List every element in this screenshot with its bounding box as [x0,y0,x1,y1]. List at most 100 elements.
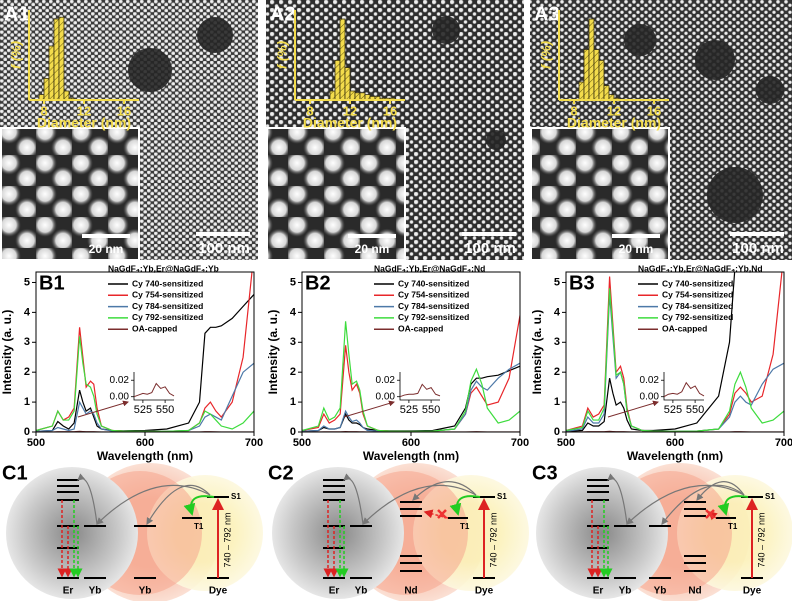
y-tick-label: 5 [290,276,296,288]
hist-bar [53,18,60,101]
inset-y-tick-label: 0.02 [640,375,660,386]
triplet-label: T1 [728,522,738,531]
ion-label: Yb [654,586,667,597]
singlet-label: S1 [231,492,241,501]
panel-label: C1 [2,462,28,484]
inset-x-tick-label: 550 [686,404,704,416]
hist-bar [349,90,356,101]
inset-line [399,383,441,398]
ion-label: Yb [619,586,632,597]
legend-label: Cy 792-sensitized [398,312,469,322]
x-tick-label: 16 [647,103,661,118]
x-tick-label: 700 [245,437,263,449]
inset-line [663,381,705,398]
y-tick-label: 0 [24,426,30,438]
isc-arrow [717,495,749,516]
hist-bar [578,81,585,101]
spectrum-line [566,288,784,432]
hist-bar [354,92,361,101]
transfer-arrow [146,484,211,526]
blocked-arrow [423,509,449,519]
y-tick-label: 4 [24,306,31,318]
inset-scale-label: 20 nm [355,242,390,256]
dark-region [695,40,735,80]
y-axis-label: Intensity (a. u.) [0,310,14,395]
legend-label: Cy 754-sensitized [398,290,469,300]
legend-label: OA-capped [662,323,707,333]
legend-label: Cy 754-sensitized [662,290,733,300]
zoom-inset [266,127,406,261]
zoom-inset [530,127,670,261]
panel-label: C2 [268,462,294,484]
inset-x-tick-label: 525 [664,404,682,416]
x-tick-label: 600 [402,437,420,449]
hist-bar [583,49,590,101]
inset-x-tick-label: 525 [134,404,152,416]
y-tick-label: 1 [24,396,30,408]
ion-label: Yb [139,586,152,597]
x-axis-label: Wavelength (nm) [627,449,723,463]
core-circle [272,467,404,599]
inset-y-tick-label: 0.00 [110,391,130,402]
chart-title: NaGdF₄:Yb,Er@NaGdF₄:Yb,Nd [638,263,763,273]
excitation-label: 740 – 792 nm [488,512,498,567]
x-tick-label: 12 [77,103,91,118]
y-tick-label: 0 [290,426,296,438]
legend-label: Cy 792-sensitized [662,312,733,322]
x-tick-label: 500 [293,437,311,449]
y-tick-label: 2 [554,366,560,378]
x-tick-label: 500 [27,437,45,449]
y-tick-label: 1 [554,396,560,408]
hist-bar [48,45,55,101]
isc-arrow [449,495,481,516]
transfer-arrow [607,473,628,525]
plot-lines [566,272,784,432]
inset-x-tick-label: 525 [400,404,418,416]
x-tick-label: 600 [666,437,684,449]
ion-label: Yb [89,586,102,597]
panel-label: C3 [532,462,558,484]
y-tick-label: 3 [290,336,296,348]
legend-label: Cy 784-sensitized [398,301,469,311]
spectrum-line [302,365,520,432]
y-tick-label: 5 [554,276,560,288]
x-tick-label: 700 [511,437,529,449]
inset-arrow [607,400,659,418]
dark-region [128,48,172,92]
triplet-label: T1 [460,522,470,531]
excitation-label: 740 – 792 nm [222,512,232,567]
inset-x-tick-label: 550 [422,404,440,416]
core-circle [536,467,668,599]
legend-label: Cy 784-sensitized [662,301,733,311]
hist-bar [329,90,336,101]
y-axis-label: Intensity (a. u.) [266,310,280,395]
transfer-arrow [626,484,745,525]
spectrum-line [302,321,520,432]
y-tick-label: 2 [24,366,30,378]
dark-region [486,130,506,150]
inset-y-tick-label: 0.02 [376,375,396,386]
transfer-arrow [412,481,477,501]
scale-label: 100 nm [464,240,516,257]
isc-arrow [183,495,215,516]
hist-bar [588,18,595,101]
block-cross [437,509,447,519]
x-tick-label: 600 [136,437,154,449]
inset-y-tick-label: 0.00 [640,391,660,402]
zoom-inset [0,127,140,261]
dark-region [624,24,656,56]
x-tick-label: 700 [775,437,792,449]
core-circle [6,467,138,599]
legend-label: Cy 740-sensitized [662,278,733,288]
y-axis-label: f (%) [8,41,23,69]
inset-axes [663,372,704,401]
triplet-label: T1 [194,522,204,531]
dark-region [756,76,784,104]
hist-bar [344,67,351,101]
y-tick-label: 1 [290,396,296,408]
inset-axes [399,372,440,401]
panel-label: B1 [39,272,65,294]
inset-axes [133,372,174,401]
dark-region [707,167,763,223]
